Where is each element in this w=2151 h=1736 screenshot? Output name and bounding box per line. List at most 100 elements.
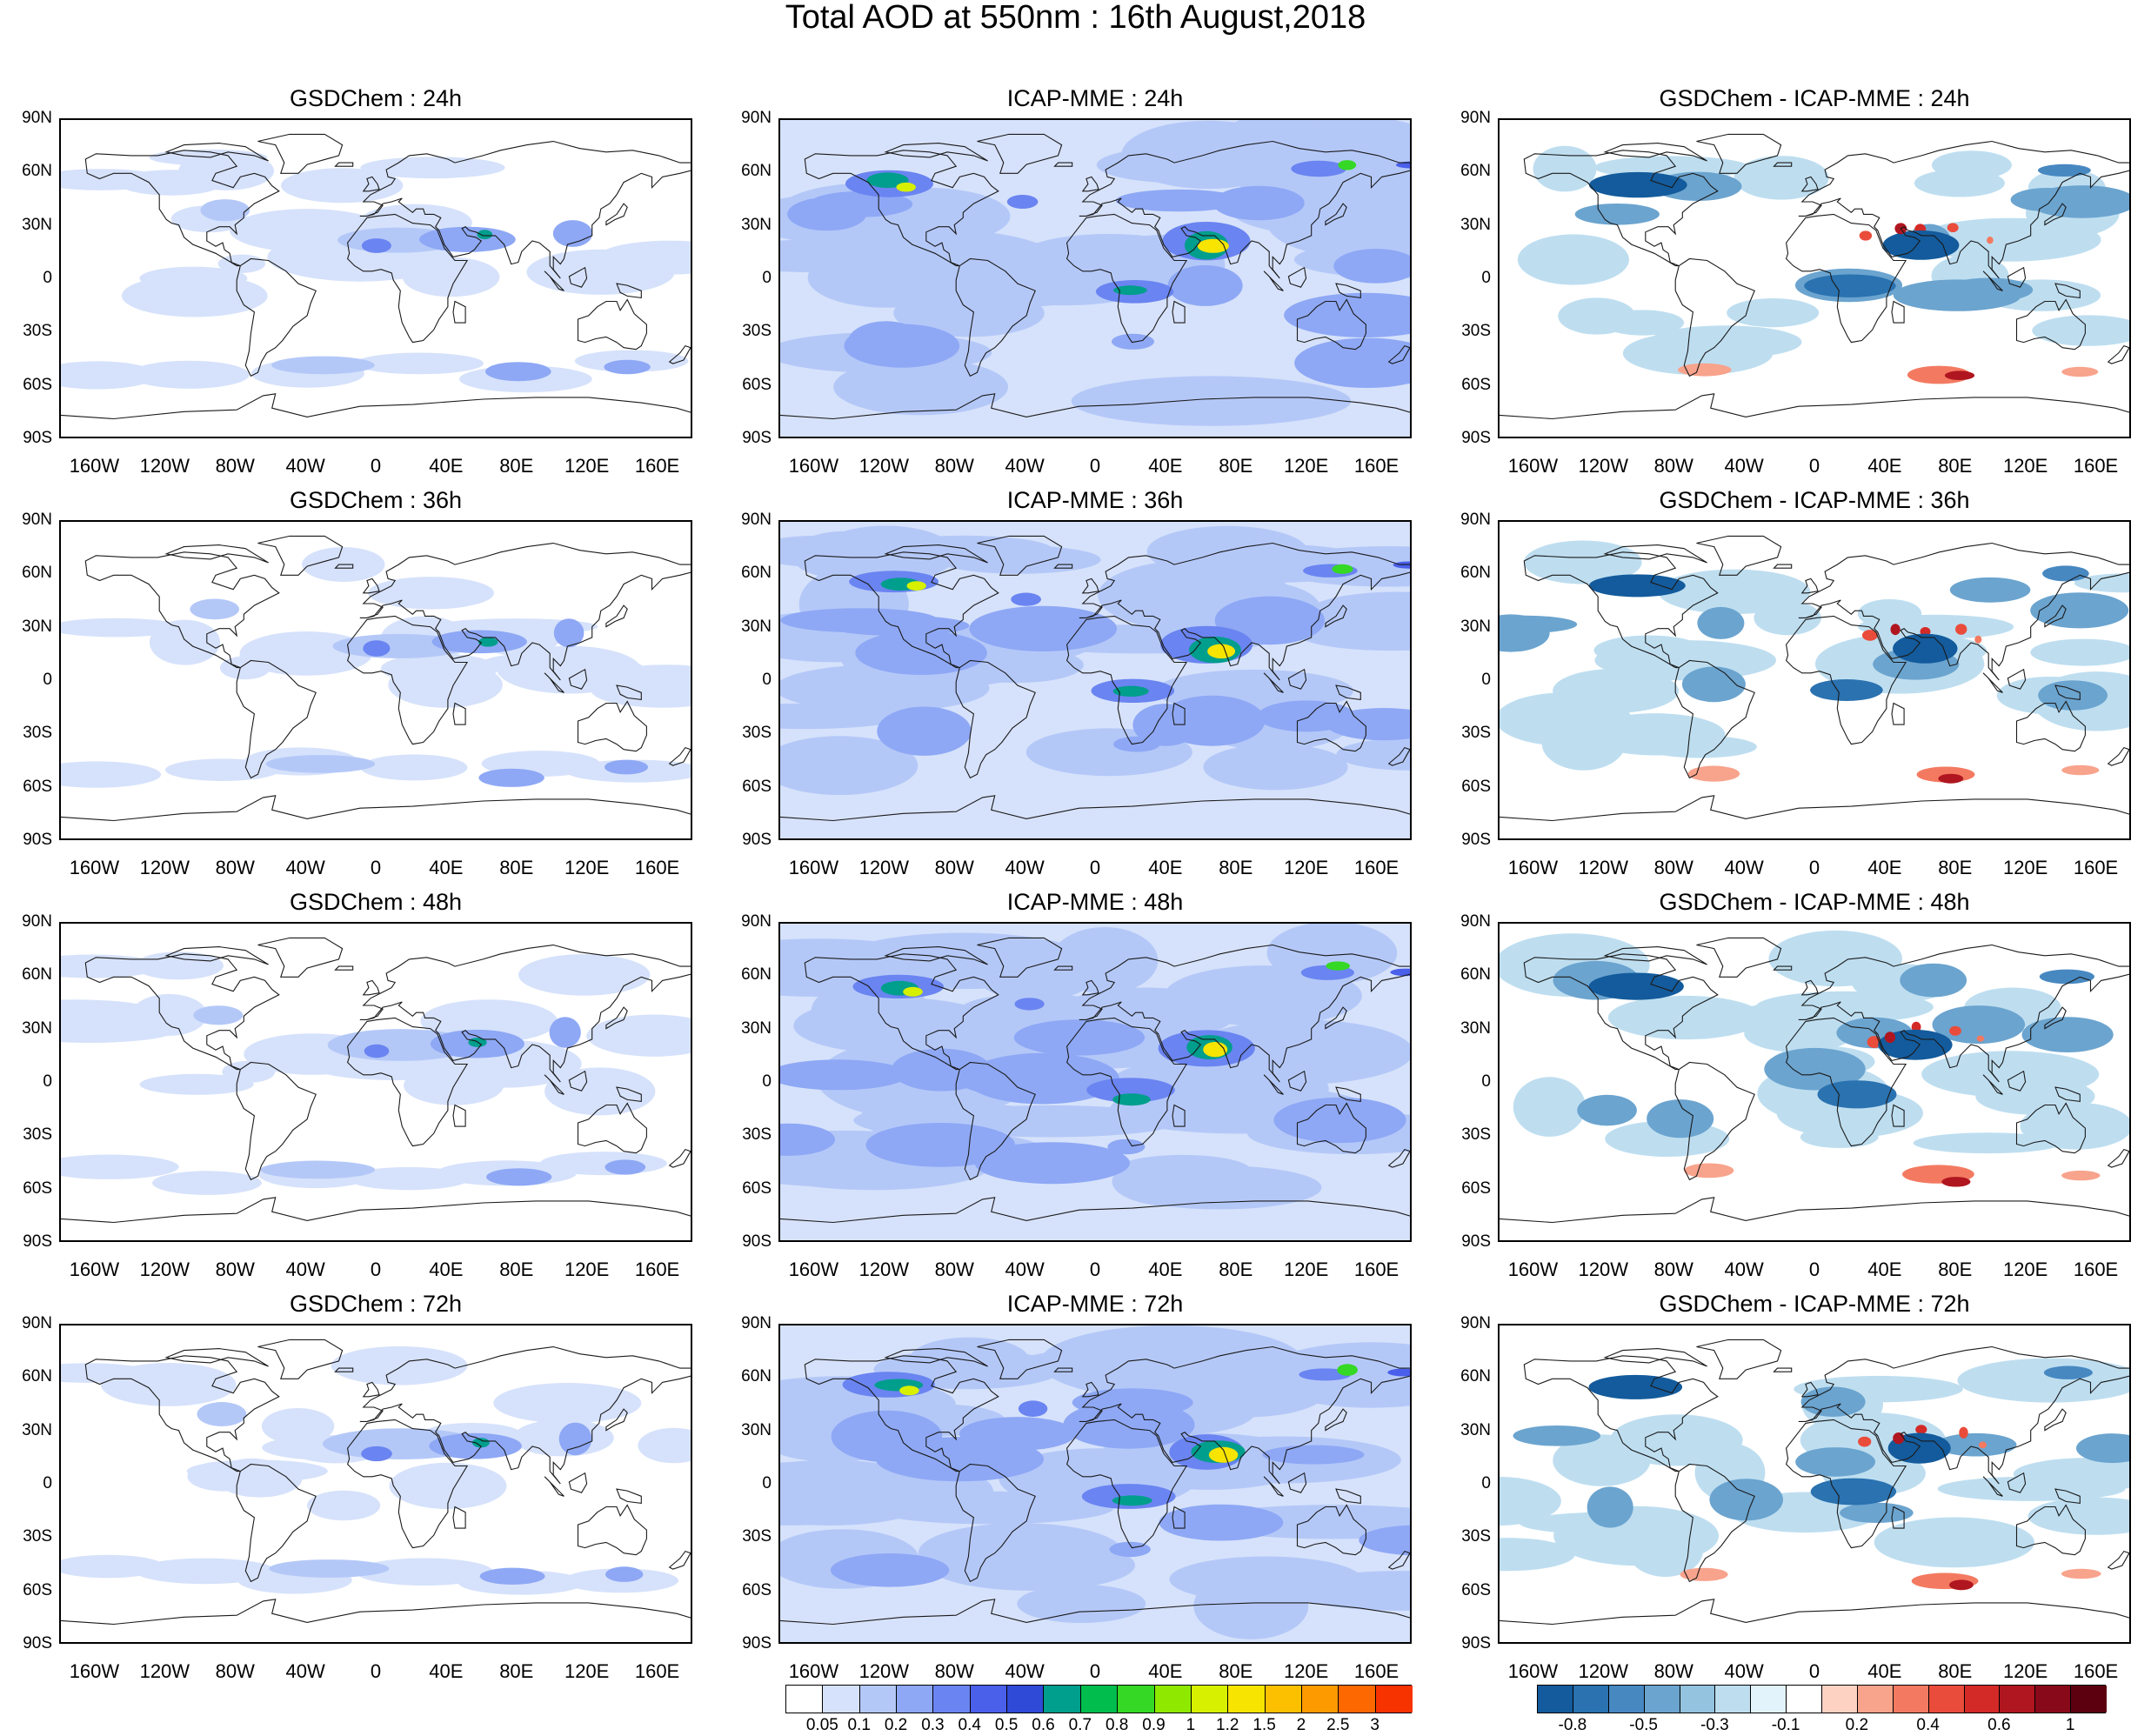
field-contour [1294,337,1410,388]
field-contour [1086,1078,1175,1103]
field-contour [605,1566,644,1582]
field-contour [903,986,923,997]
coastline [544,1074,564,1095]
colorbar-label: 0.6 [1032,1716,1055,1734]
coastline [1263,1476,1284,1497]
coastline [544,1476,564,1497]
latitude-label: 60N [22,1367,52,1386]
longitude-label: 40W [285,455,325,477]
world-map [61,924,691,1240]
field-contour [1858,1436,1872,1447]
longitude-label: 80W [934,857,974,878]
field-contour [605,1159,646,1175]
panel-title: GSDChem - ICAP-MME : 24h [1659,85,1970,111]
field-contour [808,190,913,217]
field-contour [361,1446,392,1462]
field-contour [1878,1029,1953,1060]
longitude-label: 120W [139,857,190,878]
latitude-label: 30S [742,1527,772,1546]
longitude-label: 80E [1219,1660,1253,1682]
field-contour [478,768,544,787]
latitude-label: 90S [1461,831,1491,849]
coastline [1800,1381,1819,1398]
latitude-label: 30S [742,1125,772,1145]
field-contour [1588,972,1684,1000]
longitude-label: 40E [1867,1259,1902,1280]
longitude-label: 0 [1808,455,1820,477]
latitude-label: 90S [742,1634,772,1653]
coastline [1172,300,1186,324]
longitude-label: 40E [429,1660,464,1682]
field-contour [1941,1177,1971,1187]
field-contour [1112,333,1154,350]
longitude-label: 80E [1219,1259,1253,1280]
coastline [1387,344,1410,364]
coastline [1891,1104,1905,1127]
field-contour [1014,998,1045,1011]
field-contour [598,240,691,275]
field-contour [479,1567,545,1585]
longitude-label: 0 [370,1259,382,1280]
field-contour [2061,765,2100,776]
coastline [236,1463,317,1583]
field-contour [361,238,391,253]
field-contour [1975,1078,2095,1115]
longitude-label: 40E [1867,455,1902,477]
field-contour [307,1490,381,1521]
coastline [1982,672,2003,693]
map-panel: GSDChem - ICAP-MME : 24h 90N 60N 30N 0 30S 60S… [1460,85,2131,477]
coastline [1696,133,1782,174]
field-contour [780,703,907,730]
latitude-label: 90N [1460,912,1491,931]
world-map [61,522,691,838]
coastline [2107,344,2129,364]
coastline [1798,140,2129,279]
coastline [2054,684,2081,701]
world-map [1500,120,2129,437]
colorbar-label: 2.5 [1326,1716,1350,1734]
coastline [1387,746,1410,766]
latitude-label: 90S [1461,429,1491,447]
longitude-label: 120E [2002,857,2048,878]
coastline [1603,143,1707,162]
longitude-label: 160E [1353,857,1399,878]
field-contour [1577,1094,1637,1126]
field-contour [2030,592,2129,629]
coastline [1081,176,1099,192]
world-map [1500,522,2129,838]
latitude-label: 30S [1461,1125,1491,1145]
field-contour [1607,995,1763,1040]
latitude-label: 30N [22,215,52,234]
field-contour [493,1383,642,1424]
longitude-label: 80W [934,1259,974,1280]
longitude-label: 0 [1089,857,1101,878]
coastline [2107,1148,2129,1168]
field-contour [2061,1568,2101,1579]
colorbar-cell [970,1686,1008,1713]
latitude-label: 60S [23,1178,52,1198]
field-contour [1588,574,1686,598]
latitude-label: 60N [22,162,52,181]
coastline [1172,702,1186,725]
coastline [884,143,988,162]
antarctic-coastline [61,795,691,822]
field-contour [134,951,224,980]
coastline [668,1148,691,1168]
longitude-label: 120E [1283,1259,1329,1280]
coastline [1891,1506,1905,1529]
latitude-label: 0 [1481,1474,1491,1492]
coastlines [1500,1339,2129,1626]
antarctic-coastline [61,393,691,420]
coastline [1891,300,1905,324]
field-contour [1191,544,1373,583]
longitude-label: 120E [2002,455,2048,477]
map-panel: GSDChem : 36h 90N 60N 30N 0 30S 60S 90S 160W 120W… [22,487,692,878]
longitude-label: 0 [370,455,382,477]
latitude-label: 0 [43,269,52,287]
latitude-label: 30N [741,1420,772,1439]
coastline [1800,979,1819,996]
field-contour [478,637,498,647]
field-contour [959,1417,1077,1451]
coastline [2107,746,2129,766]
field-contour [605,759,648,775]
